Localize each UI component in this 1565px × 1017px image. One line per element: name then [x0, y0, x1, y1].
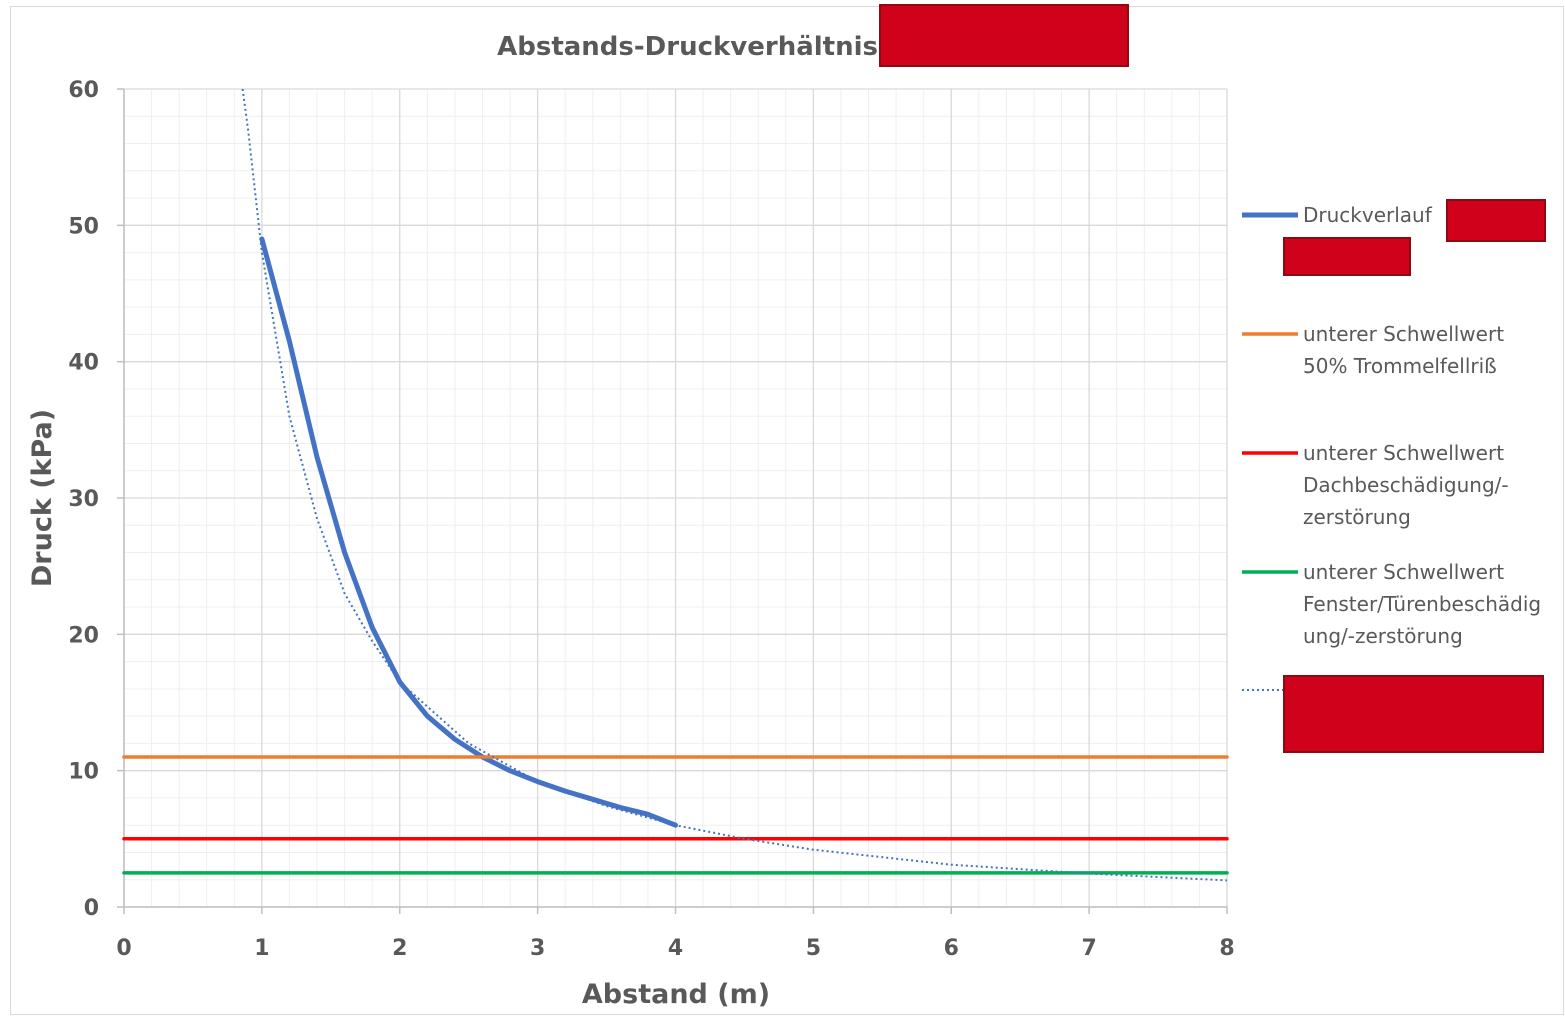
x-tick-label: 2 — [392, 936, 407, 961]
y-tick-label: 20 — [68, 623, 99, 648]
legend: Druckverlauf unterer Schwellwert 50% Tromm… — [1242, 199, 1546, 753]
y-tick-label: 50 — [68, 214, 99, 239]
x-tick-label: 7 — [1081, 936, 1096, 961]
legend-label: ung/-zerstörung — [1303, 624, 1463, 648]
x-tick-label: 1 — [254, 936, 269, 961]
legend-label: unterer Schwellwert — [1303, 560, 1504, 584]
chart-title: Abstands-Druckverhältnis — [497, 32, 878, 62]
legend-entry-trommelfell: unterer Schwellwert 50% Trommelfellriß — [1242, 322, 1504, 378]
redaction-box — [1283, 237, 1411, 276]
legend-label: 50% Trommelfellriß — [1303, 354, 1497, 378]
redaction-box-title — [879, 4, 1129, 67]
legend-entry-druckverlauf: Druckverlauf — [1242, 203, 1433, 227]
legend-entry-fenster: unterer Schwellwert Fenster/Türenbeschädi… — [1242, 560, 1541, 648]
axes: 0 1 2 3 4 5 6 7 8 0 10 20 30 40 50 60 — [68, 78, 1234, 961]
redaction-box — [1283, 675, 1544, 753]
legend-label: unterer Schwellwert — [1303, 322, 1504, 346]
x-tick-label: 5 — [806, 936, 821, 961]
legend-label: unterer Schwellwert — [1303, 441, 1504, 465]
x-tick-label: 3 — [530, 936, 545, 961]
x-tick-label: 4 — [668, 936, 683, 961]
y-tick-label: 40 — [68, 351, 99, 376]
series-trendline — [241, 88, 1228, 882]
legend-label: Druckverlauf — [1303, 203, 1433, 227]
legend-label: Fenster/Türenbeschädig — [1303, 592, 1541, 616]
chart-frame — [10, 6, 1564, 1015]
legend-label: zerstörung — [1303, 505, 1411, 529]
x-tick-label: 8 — [1219, 936, 1234, 961]
redaction-box — [1446, 199, 1546, 242]
x-tick-label: 6 — [944, 936, 959, 961]
x-tick-label: 0 — [116, 936, 131, 961]
y-tick-label: 10 — [68, 760, 99, 785]
y-tick-label: 30 — [68, 487, 99, 512]
series — [122, 88, 1229, 882]
legend-entry-dach: unterer Schwellwert Dachbeschädigung/- zer… — [1242, 441, 1509, 529]
x-axis-title: Abstand (m) — [582, 979, 770, 1010]
series-druckverlauf — [259, 236, 678, 828]
grid — [123, 88, 1228, 908]
y-tick-label: 60 — [68, 78, 99, 103]
y-axis-title: Druck (kPa) — [27, 409, 58, 587]
y-tick-label: 0 — [84, 896, 99, 921]
legend-label: Dachbeschädigung/- — [1303, 473, 1509, 497]
